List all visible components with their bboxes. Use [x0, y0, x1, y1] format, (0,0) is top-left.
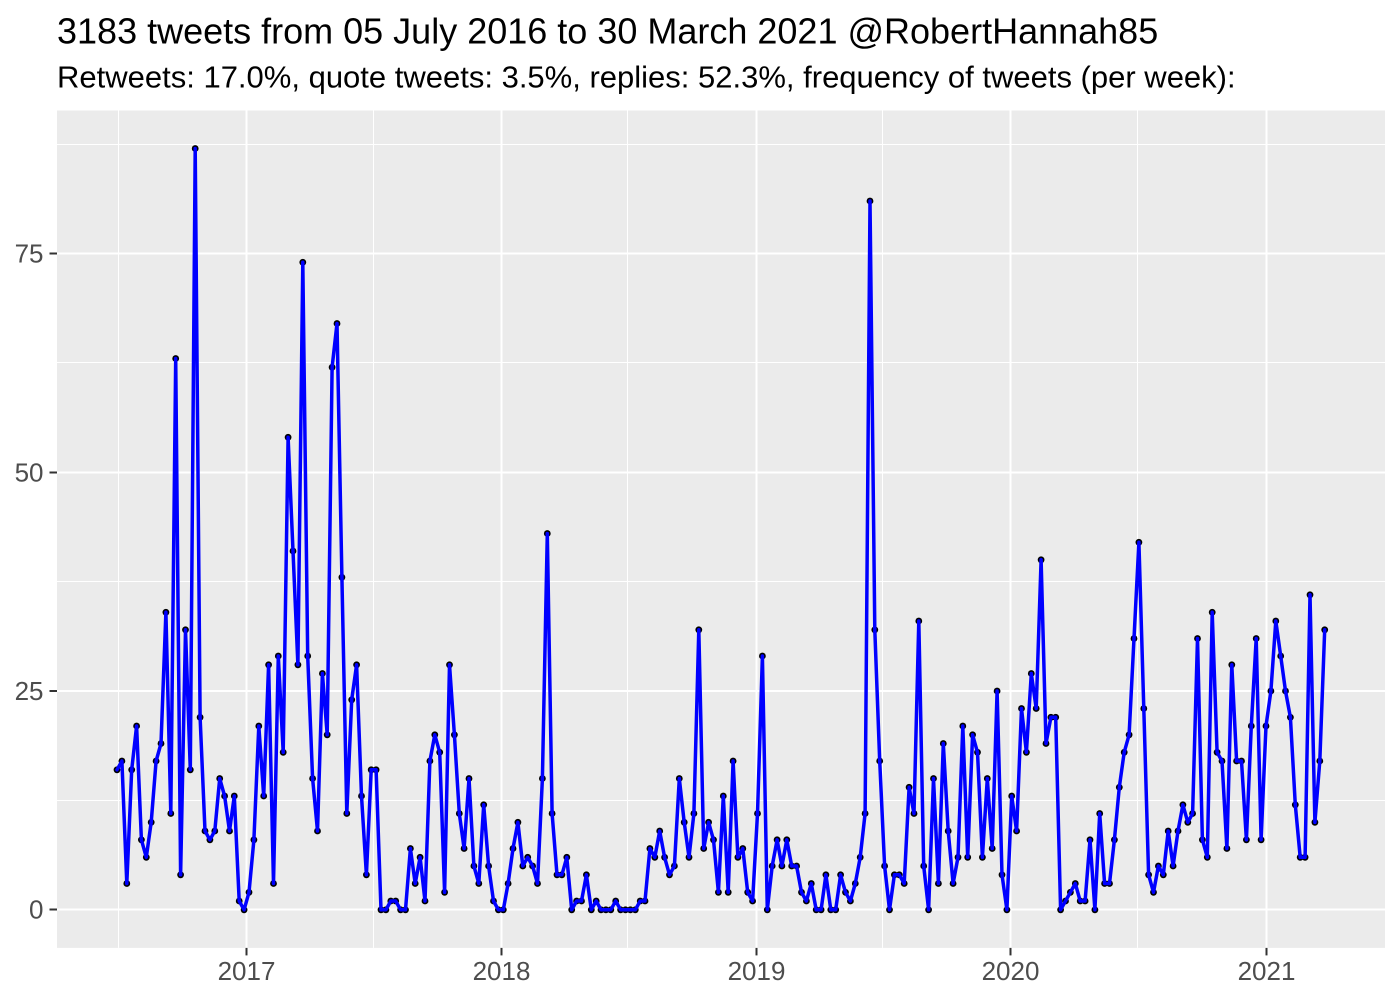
- svg-text:3183 tweets from 05 July 2016: 3183 tweets from 05 July 2016 to 30 Marc…: [57, 11, 1158, 52]
- svg-text:75: 75: [15, 239, 44, 269]
- svg-text:0: 0: [29, 895, 43, 925]
- svg-text:Retweets: 17.0%, quote tweets:: Retweets: 17.0%, quote tweets: 3.5%, rep…: [57, 60, 1236, 95]
- svg-text:2017: 2017: [218, 956, 276, 986]
- svg-text:2019: 2019: [728, 956, 786, 986]
- svg-text:2021: 2021: [1238, 956, 1296, 986]
- svg-text:2020: 2020: [982, 956, 1040, 986]
- svg-text:50: 50: [15, 458, 44, 488]
- svg-text:2018: 2018: [473, 956, 531, 986]
- svg-text:25: 25: [15, 676, 44, 706]
